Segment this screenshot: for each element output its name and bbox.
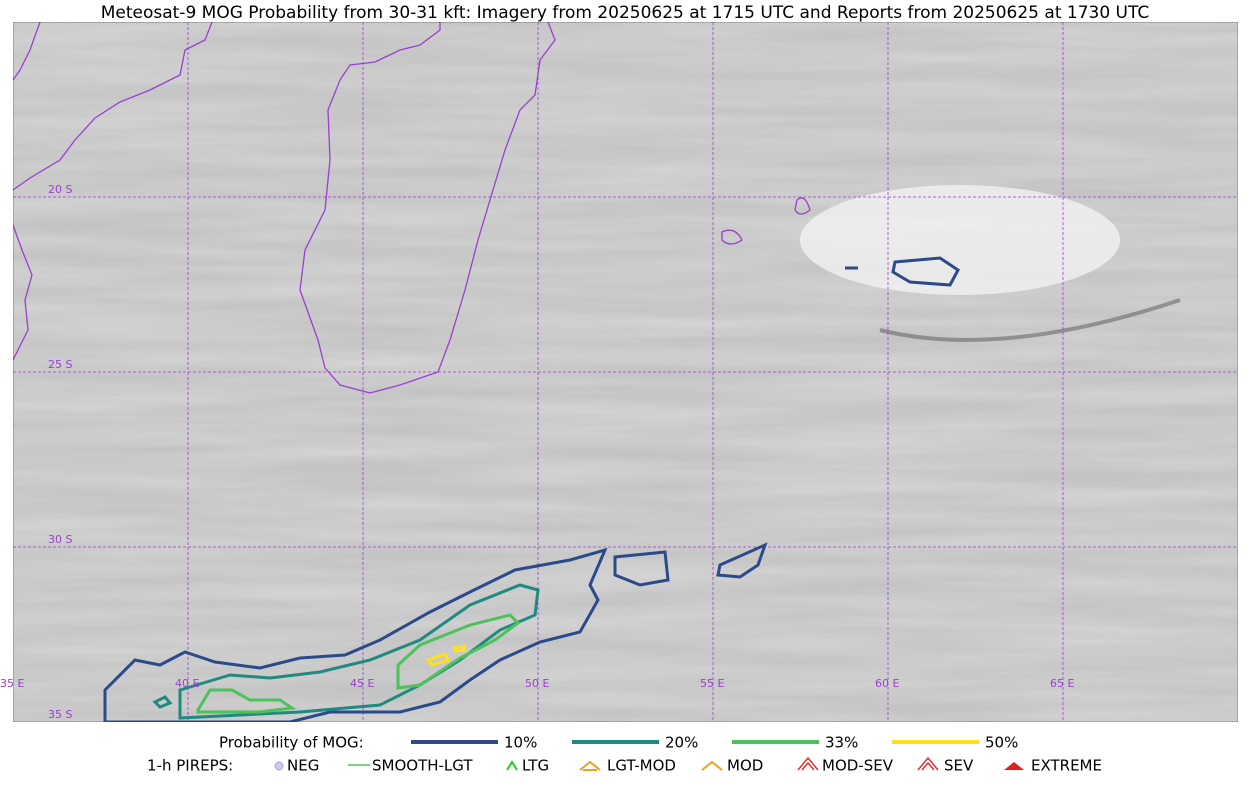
lon-label: 35 E: [0, 677, 24, 690]
lon-label: 45 E: [350, 677, 374, 690]
legend-label: EXTREME: [1031, 757, 1102, 775]
title: Meteosat-9 MOG Probability from 30-31 kf…: [101, 3, 1150, 23]
legend-label: LTG: [522, 757, 549, 775]
lon-label: 50 E: [525, 677, 549, 690]
lat-label: 30 S: [48, 533, 72, 546]
cloud-shadow: [879, 298, 1181, 342]
legend-label: SMOOTH-LGT: [372, 757, 473, 775]
probability-contours: [103, 256, 960, 722]
map: [13, 22, 1238, 722]
legend-title: 1-h PIREPS:: [147, 757, 233, 775]
legend-title: Probability of MOG:: [219, 734, 364, 752]
lat-label: 20 S: [48, 183, 72, 196]
lon-label: 55 E: [700, 677, 724, 690]
legend-label: 50%: [985, 734, 1018, 752]
legend-label: 20%: [665, 734, 698, 752]
lon-label: 60 E: [875, 677, 899, 690]
legend-label: MOD: [727, 757, 763, 775]
legend: Probability of MOG: 10% 20% 33% 50% 1-h …: [147, 734, 1102, 775]
coastlines: [13, 22, 811, 394]
lon-label: 40 E: [175, 677, 199, 690]
lat-label: 35 S: [48, 708, 72, 721]
cloud-bright: [800, 185, 1120, 295]
legend-label: 10%: [504, 734, 537, 752]
grid-lines: [13, 22, 1238, 722]
lon-label: 65 E: [1050, 677, 1074, 690]
legend-label: 33%: [825, 734, 858, 752]
legend-label: MOD-SEV: [822, 757, 894, 775]
lat-label: 25 S: [48, 358, 72, 371]
grid-labels: 20 S 25 S 30 S 35 S 35 E 40 E 45 E 50 E …: [0, 183, 1074, 721]
legend-label: NEG: [287, 757, 319, 775]
legend-label: LGT-MOD: [607, 757, 676, 775]
legend-label: SEV: [944, 757, 974, 775]
